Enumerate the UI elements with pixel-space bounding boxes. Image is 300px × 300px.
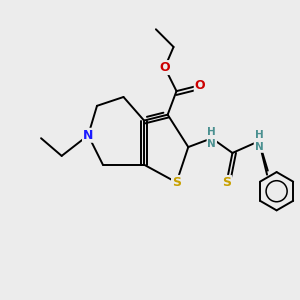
Text: H
N: H N bbox=[208, 128, 216, 149]
Text: S: S bbox=[172, 176, 181, 189]
Text: S: S bbox=[222, 176, 231, 189]
Text: O: O bbox=[159, 61, 170, 74]
Text: N: N bbox=[83, 129, 93, 142]
Text: H
N: H N bbox=[255, 130, 263, 152]
Text: O: O bbox=[195, 79, 206, 92]
